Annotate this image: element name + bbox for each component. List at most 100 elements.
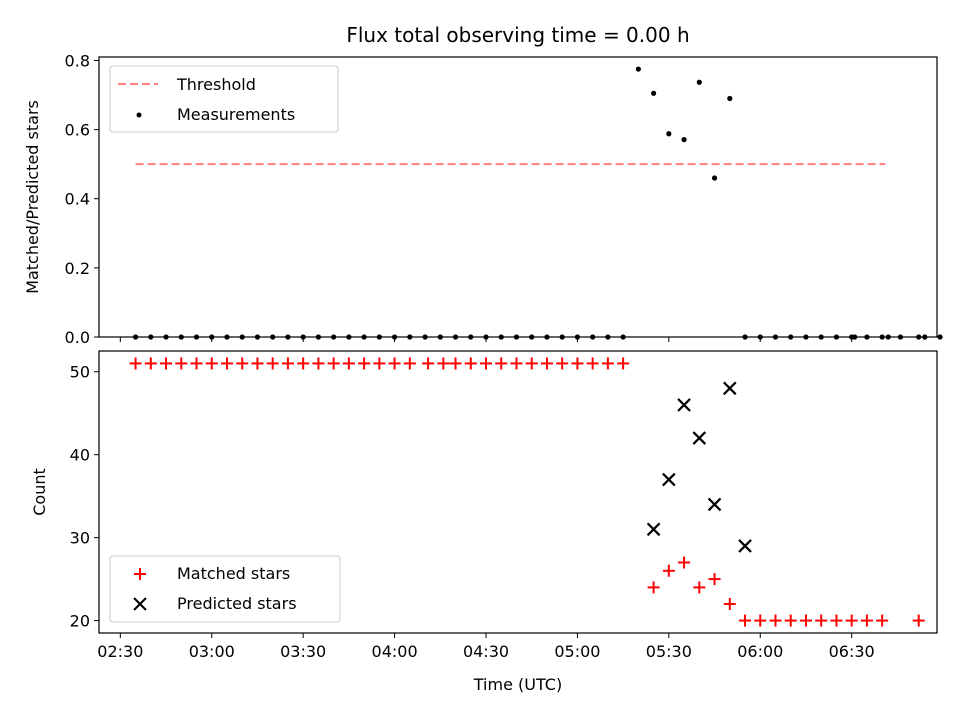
matched-stars-point — [175, 357, 188, 370]
measurements-point — [711, 175, 718, 181]
top-x-ticks — [119, 337, 853, 342]
matched-stars-point — [342, 357, 355, 370]
x-tick-label: 05:00 — [554, 642, 600, 661]
matched-stars-point — [129, 357, 142, 370]
matched-stars-point — [912, 614, 925, 627]
top-legend-box — [109, 65, 339, 133]
x-tick-label: 04:30 — [463, 642, 509, 661]
x-tick-label: 05:30 — [646, 642, 692, 661]
matched-stars-point — [586, 357, 599, 370]
top-y-tick-label: 0.0 — [65, 328, 90, 347]
measurements-point — [635, 66, 641, 72]
bottom-axes-frame — [98, 350, 938, 634]
bottom-y-tick-label: 40 — [70, 446, 90, 465]
matched-stars-point — [540, 357, 553, 370]
matched-stars-point — [662, 564, 675, 577]
predicted-stars-point — [692, 431, 707, 445]
matched-stars-point — [860, 614, 873, 627]
measurements-point — [937, 334, 943, 340]
matched-stars-point — [845, 614, 858, 627]
top-legend: Threshold Measurements — [109, 65, 339, 133]
x-tick-label: 06:00 — [737, 642, 783, 661]
matched-stars-point — [815, 614, 828, 627]
predicted-stars-point — [707, 497, 722, 512]
chart-title: Flux total observing time = 0.00 h — [346, 23, 689, 47]
x-tick-label: 02:30 — [97, 642, 143, 661]
predicted-stars-point — [662, 472, 676, 487]
top-y-ticks: 0.0 0.2 0.4 0.6 0.8 — [65, 51, 99, 347]
top-panel: 0.00.20.40.60.8 Matched/Predicted stars … — [23, 51, 943, 347]
matched-stars-point — [480, 357, 493, 370]
bottom-legend-box — [109, 555, 341, 623]
measurements-point — [727, 95, 733, 102]
bottom-y-tick-label: 50 — [70, 363, 90, 382]
matched-stars-point — [160, 357, 173, 370]
legend-predicted-swatch — [133, 597, 147, 611]
top-y-tick-label: 0.4 — [65, 190, 90, 209]
x-tick-label: 04:00 — [372, 642, 418, 661]
matched-stars-point — [571, 357, 584, 370]
top-y-tick-label: 0.6 — [65, 121, 90, 140]
measurements-point — [681, 137, 687, 143]
matched-stars-point — [327, 357, 340, 370]
matched-stars-point — [220, 357, 233, 370]
matched-stars-point — [510, 357, 523, 370]
matched-stars-point — [281, 357, 294, 370]
matched-stars-point — [556, 357, 569, 370]
bottom-x-ticks: 02:30 03:00 03:30 04:00 04:30 05:00 05:30 06:00… — [97, 633, 875, 661]
matched-stars-point — [236, 357, 249, 370]
matched-stars-point — [678, 556, 691, 569]
matched-stars-point — [297, 357, 310, 370]
matched-stars-point — [617, 357, 630, 370]
bottom-y-tick-label: 20 — [70, 612, 90, 631]
matched-stars-point — [144, 357, 157, 370]
predicted-stars-point — [738, 539, 752, 553]
matched-stars-point — [358, 357, 371, 370]
predicted-stars-point — [723, 381, 737, 396]
legend-matched-label: Matched stars — [177, 564, 290, 583]
measurements-point — [696, 79, 702, 85]
matched-stars-point — [876, 614, 889, 627]
x-tick-label: 03:30 — [280, 642, 326, 661]
top-y-axis-label: Matched/Predicted stars — [23, 100, 42, 294]
bottom-y-axis-label: Count — [30, 468, 49, 516]
x-tick-label: 03:00 — [189, 642, 235, 661]
matched-stars-point — [251, 357, 264, 370]
matched-stars-point — [799, 614, 812, 627]
matched-stars-point — [205, 357, 218, 370]
matched-stars-point — [464, 357, 477, 370]
x-tick-label: 06:30 — [829, 642, 875, 661]
matched-stars-point — [601, 357, 614, 370]
predicted-stars-point — [677, 398, 691, 412]
matched-stars-point — [739, 614, 752, 627]
measurements-point — [666, 131, 672, 137]
matched-stars-point — [647, 581, 660, 594]
top-axes-frame — [98, 56, 938, 338]
bottom-plot-marks — [129, 357, 925, 627]
matched-stars-point — [754, 614, 767, 627]
matched-stars-point — [784, 614, 797, 627]
measurements-point — [651, 90, 657, 96]
matched-stars-point — [830, 614, 843, 627]
matched-stars-point — [525, 357, 538, 370]
top-y-tick-label: 0.2 — [65, 259, 90, 278]
matched-stars-point — [373, 357, 386, 370]
bottom-legend: Matched stars Predicted stars — [109, 555, 341, 623]
matched-stars-point — [449, 357, 462, 370]
matched-stars-point — [266, 357, 279, 370]
bottom-y-ticks: 20 30 40 50 — [70, 363, 99, 631]
legend-matched-swatch — [134, 568, 146, 580]
matched-stars-point — [312, 357, 325, 370]
matched-stars-point — [693, 581, 706, 594]
matched-stars-point — [403, 357, 416, 370]
top-y-tick-label: 0.8 — [65, 51, 90, 70]
legend-measurements-label: Measurements — [177, 105, 295, 124]
legend-measurements-swatch — [136, 112, 142, 118]
matched-stars-point — [388, 357, 401, 370]
bottom-y-tick-label: 30 — [70, 529, 90, 548]
matched-stars-point — [769, 614, 782, 627]
legend-predicted-label: Predicted stars — [177, 594, 297, 613]
matched-stars-point — [437, 357, 450, 370]
